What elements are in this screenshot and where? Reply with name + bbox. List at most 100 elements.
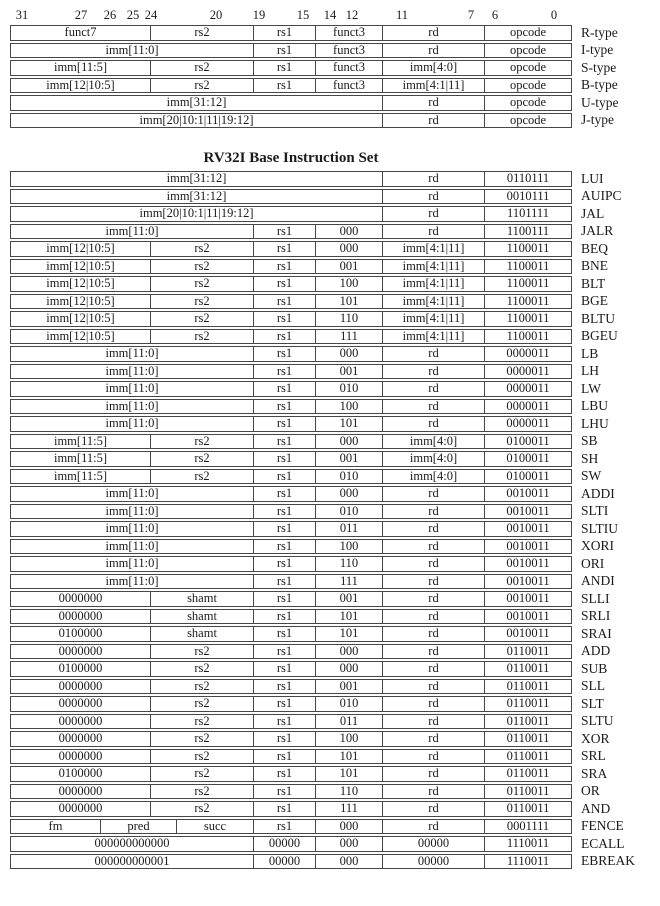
instruction-mnemonic: FENCE xyxy=(581,818,624,834)
field-rs1: rs1 xyxy=(254,522,316,536)
field-funct3: funct3 xyxy=(316,26,383,40)
instruction-mnemonic: SH xyxy=(581,450,599,466)
field-rs2: shamt xyxy=(151,609,254,623)
encoding-cells: imm[11:5] rs2 rs1 000 imm[4:0] 0100011 xyxy=(10,433,572,449)
field-rs1: rs1 xyxy=(254,347,316,361)
field-funct3: 111 xyxy=(316,574,383,588)
field-imm20: imm[20|10:1|11|19:12] xyxy=(11,113,383,127)
field-funct3: 000 xyxy=(316,434,383,448)
field-opcode: 1100011 xyxy=(506,242,550,256)
field-funct3: 100 xyxy=(316,277,383,291)
field-rs2: rs2 xyxy=(151,434,254,448)
field-rs2: shamt xyxy=(151,627,254,641)
instruction-mnemonic: XORI xyxy=(581,538,614,554)
field-funct7: 0000000 xyxy=(11,609,151,623)
field-rs1: rs1 xyxy=(254,277,316,291)
field-opcode: 1101111 xyxy=(507,207,549,221)
field-funct7: funct7 xyxy=(11,26,151,40)
field-imm12: imm[11:0] xyxy=(11,43,254,57)
field-rd: rd xyxy=(383,347,485,361)
field-rd: rd xyxy=(383,96,485,110)
field-funct7: imm[12|10:5] xyxy=(11,294,151,308)
field-imm12: imm[11:0] xyxy=(11,364,254,378)
field-funct3: 000 xyxy=(316,487,383,501)
field-opcode: 0110011 xyxy=(506,749,550,763)
instruction-mnemonic: LUI xyxy=(581,170,604,186)
field-opcode: 1100011 xyxy=(506,329,550,343)
field-funct3: 101 xyxy=(316,627,383,641)
field-rs2: rs2 xyxy=(151,26,254,40)
encoding-cells: imm[31:12] rd opcode xyxy=(10,95,572,111)
instruction-mnemonic: XOR xyxy=(581,730,610,746)
field-fm: fm xyxy=(11,819,101,833)
field-rd: rd xyxy=(383,697,485,711)
field-rs2: rs2 xyxy=(151,784,254,798)
field-imm12: imm[11:0] xyxy=(11,347,254,361)
field-funct3: 010 xyxy=(316,697,383,711)
encoding-cells: imm[11:0] rs1 funct3 rd opcode xyxy=(10,42,572,58)
field-opcode: 0110011 xyxy=(506,679,550,693)
field-rd: 00000 xyxy=(383,837,485,851)
field-rs1: rs1 xyxy=(254,574,316,588)
encoding-cells: imm[12|10:5] rs2 rs1 101 imm[4:1|11] 1100011 xyxy=(10,293,572,309)
instruction-mnemonic: OR xyxy=(581,783,600,799)
field-rd: rd xyxy=(383,504,485,518)
instruction-mnemonic: SW xyxy=(581,468,602,484)
field-funct3: 011 xyxy=(316,522,383,536)
field-rd: rd xyxy=(383,189,485,203)
field-funct7: imm[12|10:5] xyxy=(11,329,151,343)
field-funct7: 0100000 xyxy=(11,627,151,641)
field-opcode: 1100011 xyxy=(506,277,550,291)
instruction-row-EBREAK: 000000000001 00000 000 00000 1110011 EBREAK xyxy=(10,853,660,869)
field-opcode: 0100011 xyxy=(506,469,550,483)
field-funct3: 001 xyxy=(316,364,383,378)
instruction-mnemonic: SLTU xyxy=(581,713,614,729)
field-funct3: 101 xyxy=(316,749,383,763)
field-rs2: rs2 xyxy=(151,644,254,658)
instruction-mnemonic: LBU xyxy=(581,398,608,414)
format-type-label: R-type xyxy=(581,24,618,40)
format-type-label: B-type xyxy=(581,77,618,93)
field-opcode: 1100011 xyxy=(506,294,550,308)
field-funct7: imm[12|10:5] xyxy=(11,277,151,291)
field-opcode: 0010011 xyxy=(506,574,550,588)
field-rs1: 00000 xyxy=(254,854,316,868)
field-imm20: imm[31:12] xyxy=(11,172,383,186)
field-funct3: 110 xyxy=(316,557,383,571)
field-funct7: 0000000 xyxy=(11,592,151,606)
field-rs1: rs1 xyxy=(254,469,316,483)
field-rd: imm[4:1|11] xyxy=(383,294,485,308)
field-rs1: rs1 xyxy=(254,627,316,641)
field-opcode: 0110011 xyxy=(506,732,550,746)
field-rs1: rs1 xyxy=(254,487,316,501)
field-rs1: rs1 xyxy=(254,259,316,273)
field-rd: rd xyxy=(383,784,485,798)
field-rd: rd xyxy=(383,574,485,588)
field-rd: rd xyxy=(383,364,485,378)
field-opcode: 0110011 xyxy=(506,714,550,728)
field-rs1: rs1 xyxy=(254,43,316,57)
field-rs1: rs1 xyxy=(254,557,316,571)
format-row-B-type: imm[12|10:5] rs2 rs1 funct3 imm[4:1|11] opcod… xyxy=(10,77,660,93)
field-rs1: rs1 xyxy=(254,539,316,553)
instruction-mnemonic: BGE xyxy=(581,293,608,309)
field-rs2: rs2 xyxy=(151,767,254,781)
instruction-mnemonic: BEQ xyxy=(581,240,608,256)
field-rd: rd xyxy=(383,26,485,40)
field-opcode: 0110111 xyxy=(506,172,550,186)
field-funct3: funct3 xyxy=(316,43,383,57)
field-rd: rd xyxy=(383,714,485,728)
field-rs2: rs2 xyxy=(151,714,254,728)
